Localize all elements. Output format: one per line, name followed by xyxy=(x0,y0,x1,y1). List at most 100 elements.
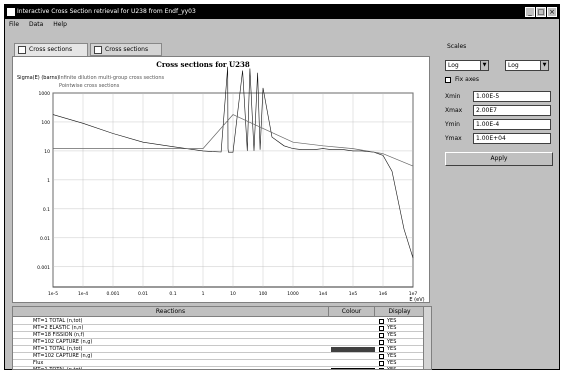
x-tick-label: 1 xyxy=(202,291,205,297)
x-tick-label: 100 xyxy=(259,291,268,297)
tab-label: Cross sections xyxy=(29,46,73,53)
axis-limit-field[interactable]: 1.00E-4 xyxy=(473,119,551,130)
series-line-1 xyxy=(53,114,414,167)
reaction-name: MT=18 FISSION (n,f) xyxy=(33,332,85,338)
tab-cross-sections-2[interactable]: Cross sections xyxy=(90,43,162,56)
x-tick-label: 0.1 xyxy=(169,291,176,297)
colour-swatch[interactable] xyxy=(331,347,375,352)
display-value: YES xyxy=(387,353,397,359)
axis-limit-field[interactable]: 1.00E-5 xyxy=(473,91,551,102)
tab-cross-sections-1[interactable]: Cross sections xyxy=(14,43,88,56)
series-line-0 xyxy=(52,66,414,259)
app-window: Interactive Cross Section retrieval for … xyxy=(4,4,560,370)
display-checkbox[interactable] xyxy=(379,326,384,331)
display-value: YES xyxy=(387,339,397,345)
y-tick-label: 0.001 xyxy=(37,265,50,271)
table-row[interactable]: MT=102 CAPTURE (n,g) YES xyxy=(13,339,423,346)
x-tick-label: 0.001 xyxy=(107,291,120,297)
reaction-name: MT=1 TOTAL (n,tot) xyxy=(33,367,83,370)
header-reactions[interactable]: Reactions xyxy=(13,307,329,317)
maximize-button[interactable]: □ xyxy=(536,7,546,17)
field-label: Ymax xyxy=(445,135,462,142)
x-tick-label: 1e-4 xyxy=(78,291,88,297)
display-value: YES xyxy=(387,360,397,366)
scales-label: Scales xyxy=(447,43,467,50)
table-row[interactable]: MT=18 FISSION (n,f) YES xyxy=(13,332,423,339)
colour-swatch[interactable] xyxy=(331,368,375,369)
field-label: Xmax xyxy=(445,107,463,114)
field-label: Xmin xyxy=(445,93,461,100)
display-checkbox[interactable] xyxy=(379,333,384,338)
chevron-down-icon: ▼ xyxy=(480,61,488,70)
chart-ticks: 1e-5 1e-4 0.001 0.01 0.1 1 10 100 1000 1e4 1e5 1e6 1… xyxy=(37,91,417,297)
table-row[interactable]: MT=1 TOTAL (n,tot) YES xyxy=(13,346,423,353)
table-row[interactable]: MT=2 ELASTIC (n,n) YES xyxy=(13,325,423,332)
legend-entry-multigroup: Infinite dilution multi-group cross sect… xyxy=(59,75,165,81)
y-scale-value: Log xyxy=(508,62,519,69)
colour-swatch[interactable] xyxy=(331,326,375,331)
menu-help[interactable]: Help xyxy=(53,21,67,28)
x-tick-label: 1e-5 xyxy=(48,291,58,297)
reaction-name: MT=1 TOTAL (n,tot) xyxy=(33,346,83,352)
display-checkbox[interactable] xyxy=(379,368,384,369)
y-tick-label: 1000 xyxy=(39,91,51,97)
cross-section-chart[interactable]: Cross sections for U238 Sigma(E) (barns)… xyxy=(13,57,431,304)
title-bar: Interactive Cross Section retrieval for … xyxy=(5,5,559,19)
y-axis-label: Sigma(E) (barns) xyxy=(17,75,59,81)
apply-button[interactable]: Apply xyxy=(445,152,553,166)
colour-swatch[interactable] xyxy=(331,354,375,359)
colour-swatch[interactable] xyxy=(331,319,375,324)
table-row[interactable]: MT=102 CAPTURE (n,g) YES xyxy=(13,353,423,360)
window-title: Interactive Cross Section retrieval for … xyxy=(17,8,196,15)
app-icon xyxy=(7,8,15,16)
display-checkbox[interactable] xyxy=(379,354,384,359)
x-tick-label: 1e4 xyxy=(319,291,328,297)
display-checkbox[interactable] xyxy=(379,319,384,324)
display-checkbox[interactable] xyxy=(379,361,384,366)
chart-tab-icon xyxy=(94,46,102,54)
colour-swatch[interactable] xyxy=(331,361,375,366)
display-value: YES xyxy=(387,346,397,352)
chart-area[interactable]: Cross sections for U238 Sigma(E) (barns)… xyxy=(12,56,430,303)
legend-entry-pointwise: Pointwise cross sections xyxy=(59,83,120,89)
table-row[interactable]: Flux YES xyxy=(13,360,423,367)
header-display[interactable]: Display xyxy=(375,307,425,317)
x-tick-label: 0.01 xyxy=(138,291,148,297)
x-scale-select[interactable]: Log ▼ xyxy=(445,60,489,71)
display-value: YES xyxy=(387,318,397,324)
display-checkbox[interactable] xyxy=(379,340,384,345)
y-scale-select[interactable]: Log ▼ xyxy=(505,60,549,71)
x-tick-label: 1e5 xyxy=(349,291,358,297)
y-tick-label: 10 xyxy=(44,149,50,155)
controls-panel: Scales Log ▼ Log ▼ Fix axes Xmin 1.00E-5 X… xyxy=(437,33,557,369)
close-button[interactable]: × xyxy=(547,7,557,17)
x-tick-label: 10 xyxy=(230,291,236,297)
y-tick-label: 0.1 xyxy=(43,207,50,213)
chart-panel: Cross sections Cross sections Cross sect… xyxy=(8,33,434,370)
display-value: YES xyxy=(387,367,397,370)
menu-data[interactable]: Data xyxy=(28,21,44,28)
fix-axes-checkbox[interactable] xyxy=(445,77,451,83)
x-axis-label: E (eV) xyxy=(409,297,424,303)
minimize-button[interactable]: _ xyxy=(525,7,535,17)
table-row[interactable]: MT=1 TOTAL (n,tot) YES xyxy=(13,318,423,325)
table-row[interactable]: MT=1 TOTAL (n,tot) YES xyxy=(13,367,423,370)
y-tick-label: 100 xyxy=(41,120,50,126)
colour-swatch[interactable] xyxy=(331,333,375,338)
x-scale-value: Log xyxy=(448,62,459,69)
table-scrollbar[interactable] xyxy=(423,307,431,369)
display-value: YES xyxy=(387,325,397,331)
axis-limit-field[interactable]: 1.00E+04 xyxy=(473,133,551,144)
display-value: YES xyxy=(387,332,397,338)
menu-bar: File Data Help xyxy=(5,19,559,31)
fix-axes-label: Fix axes xyxy=(455,76,479,83)
x-tick-label: 1e6 xyxy=(379,291,388,297)
header-colour[interactable]: Colour xyxy=(329,307,375,317)
menu-file[interactable]: File xyxy=(9,21,20,28)
axis-limit-field[interactable]: 2.00E7 xyxy=(473,105,551,116)
reaction-name: MT=102 CAPTURE (n,g) xyxy=(33,353,93,359)
chart-grid xyxy=(52,92,414,288)
colour-swatch[interactable] xyxy=(331,340,375,345)
display-checkbox[interactable] xyxy=(379,347,384,352)
reaction-name: MT=1 TOTAL (n,tot) xyxy=(33,318,83,324)
